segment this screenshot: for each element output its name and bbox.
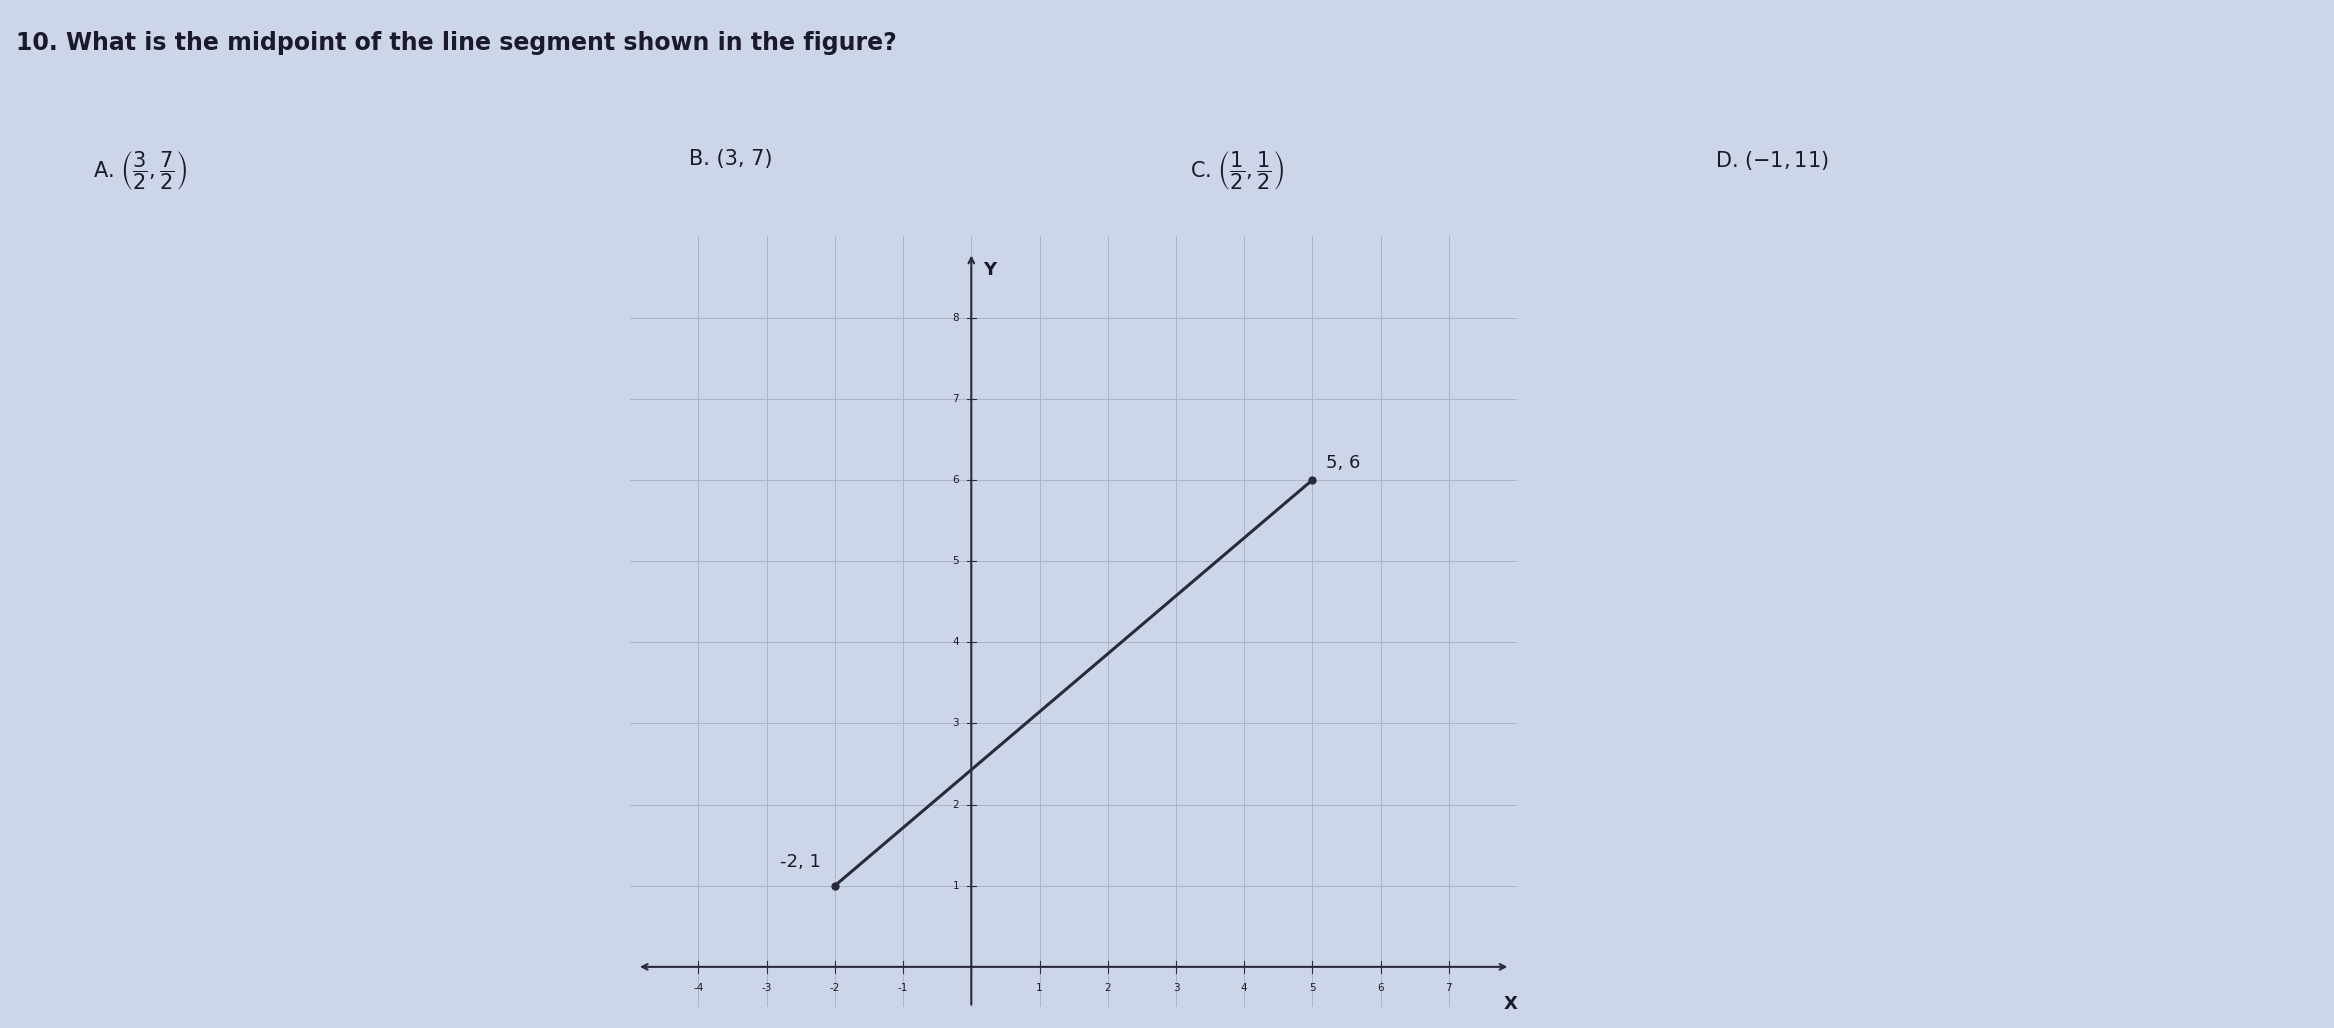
Text: 3: 3: [952, 719, 959, 729]
Text: 8: 8: [952, 313, 959, 323]
Text: D. $(-1, 11)$: D. $(-1, 11)$: [1715, 149, 1830, 172]
Text: 1: 1: [952, 881, 959, 890]
Text: B. (3, 7): B. (3, 7): [689, 149, 773, 169]
Text: -1: -1: [899, 983, 908, 993]
Text: 2: 2: [952, 800, 959, 809]
Text: 4: 4: [1242, 983, 1246, 993]
Text: 5: 5: [952, 556, 959, 566]
Text: 5: 5: [1309, 983, 1316, 993]
Text: 2: 2: [1104, 983, 1111, 993]
Text: -3: -3: [761, 983, 773, 993]
Text: A. $\left(\dfrac{3}{2}, \dfrac{7}{2}\right)$: A. $\left(\dfrac{3}{2}, \dfrac{7}{2}\rig…: [93, 149, 187, 192]
Text: -2: -2: [829, 983, 840, 993]
Text: Y: Y: [983, 261, 997, 279]
Text: 10. What is the midpoint of the line segment shown in the figure?: 10. What is the midpoint of the line seg…: [16, 31, 896, 54]
Text: C. $\left(\dfrac{1}{2}, \dfrac{1}{2}\right)$: C. $\left(\dfrac{1}{2}, \dfrac{1}{2}\rig…: [1190, 149, 1284, 192]
Text: 6: 6: [952, 475, 959, 485]
Text: 4: 4: [952, 637, 959, 648]
Text: 6: 6: [1377, 983, 1384, 993]
Text: 7: 7: [952, 394, 959, 404]
Text: 5, 6: 5, 6: [1326, 453, 1361, 472]
Text: 1: 1: [1036, 983, 1043, 993]
Text: -4: -4: [693, 983, 703, 993]
Text: X: X: [1503, 995, 1517, 1014]
Text: 3: 3: [1172, 983, 1179, 993]
Text: -2, 1: -2, 1: [780, 853, 822, 871]
Text: 7: 7: [1445, 983, 1452, 993]
